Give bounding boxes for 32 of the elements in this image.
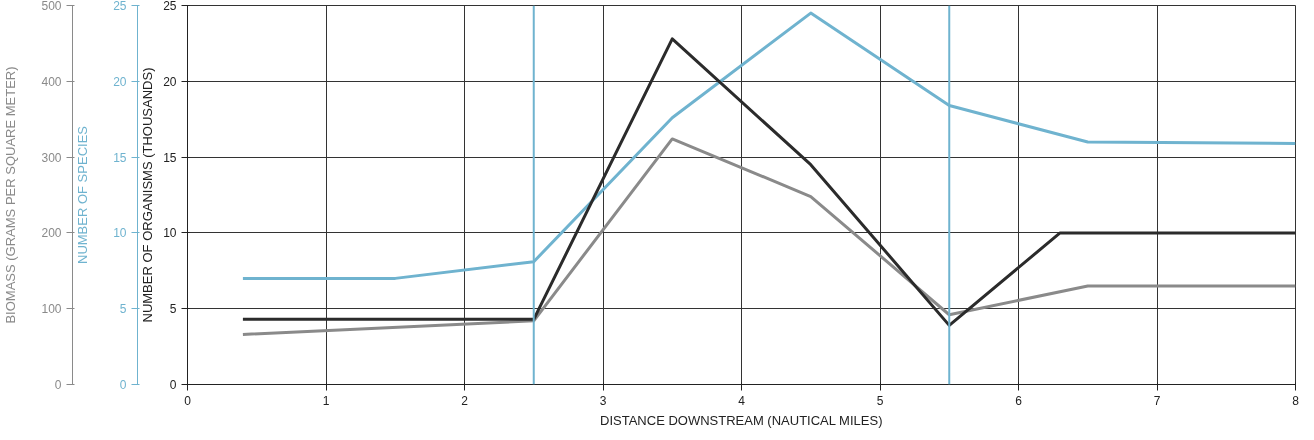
y2-tick-label: 100 bbox=[41, 302, 62, 317]
y3-tick-label: 20 bbox=[113, 74, 127, 89]
y-tick-label: 15 bbox=[163, 150, 177, 165]
y3-tick-label: 25 bbox=[113, 0, 127, 13]
y3-tick-label: 5 bbox=[119, 302, 127, 317]
y2-tick-label: 300 bbox=[41, 150, 62, 165]
y2-tick-label: 500 bbox=[41, 0, 62, 13]
y-tick-label: 10 bbox=[163, 226, 177, 241]
x-tick-label: 0 bbox=[184, 393, 192, 408]
y-tick-label: 20 bbox=[163, 74, 177, 89]
y-tick-label: 25 bbox=[163, 0, 177, 13]
x-tick-label: 6 bbox=[1015, 393, 1023, 408]
line-series bbox=[241, 137, 1296, 336]
x-tick-label: 2 bbox=[461, 393, 469, 408]
x-tick-label: 1 bbox=[322, 393, 330, 408]
x-tick-label: 3 bbox=[599, 393, 607, 408]
x-tick-label: 7 bbox=[1153, 393, 1161, 408]
y2-tick-label: 0 bbox=[54, 378, 62, 392]
y2-tick-label: 400 bbox=[41, 74, 62, 89]
y3-axis-title: NUMBER OF SPECIES bbox=[75, 125, 91, 264]
y-tick-label: 5 bbox=[169, 302, 177, 317]
y3-tick-label: 15 bbox=[113, 150, 127, 165]
y3-tick-label: 0 bbox=[119, 378, 127, 392]
y3-tick-label: 10 bbox=[113, 226, 127, 241]
x-axis-title: DISTANCE DOWNSTREAM (NAUTICAL MILES) bbox=[600, 412, 883, 428]
y-axis-title: NUMBER OF ORGANISMS (THOUSANDS) bbox=[140, 67, 156, 323]
y2-tick-label: 200 bbox=[41, 226, 62, 241]
y-tick-label: 0 bbox=[169, 378, 177, 392]
y2-axis-title: BIOMASS (GRAMS PER SQUARE METER) bbox=[3, 66, 19, 324]
x-tick-label: 4 bbox=[738, 393, 746, 408]
x-tick-label: 8 bbox=[1292, 393, 1300, 408]
x-tick-label: 5 bbox=[876, 393, 884, 408]
